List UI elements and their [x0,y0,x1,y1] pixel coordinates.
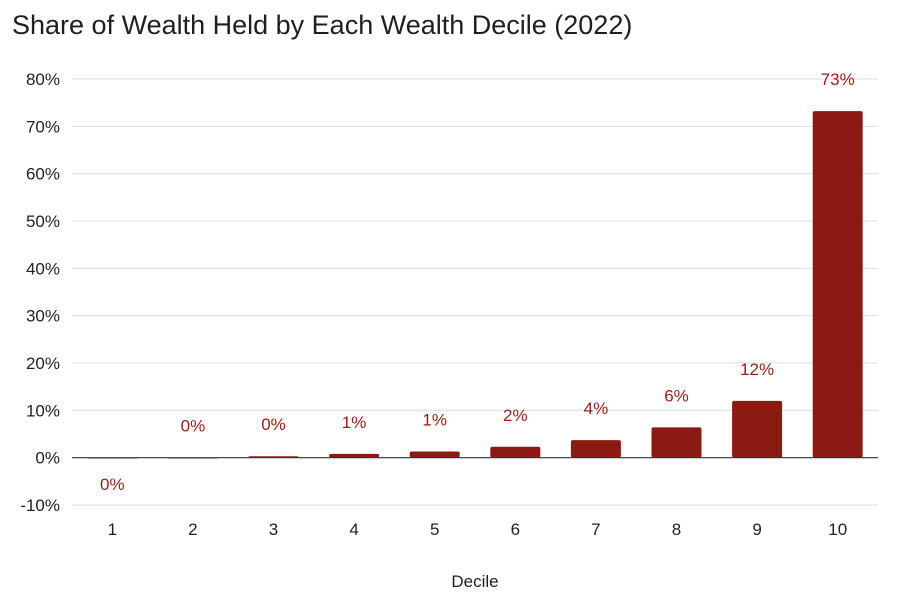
data-labels: 0% 0% 0% 1% 1% 2% 4% 6% 12% 73% [100,70,855,494]
y-tick-label: -10% [20,496,60,515]
chart-title: Share of Wealth Held by Each Wealth Deci… [12,10,633,40]
x-tick-label: 3 [269,520,278,539]
data-label: 0% [261,415,286,434]
y-tick-label: 0% [35,449,60,468]
data-label: 0% [100,475,125,494]
y-axis-ticks: 80% 70% 60% 50% 40% 30% 20% 10% 0% -10% [20,70,60,515]
x-tick-label: 5 [430,520,439,539]
bar [732,400,783,458]
bar [651,427,702,458]
bar [409,451,460,458]
data-label: 1% [422,411,447,430]
y-tick-label: 60% [26,165,60,184]
y-tick-label: 70% [26,117,60,136]
x-tick-label: 10 [828,520,847,539]
y-tick-label: 40% [26,259,60,278]
x-tick-label: 1 [108,520,117,539]
data-label: 0% [181,417,206,436]
bars [87,111,863,459]
data-label: 1% [342,413,367,432]
data-label: 6% [664,386,689,405]
y-tick-label: 80% [26,70,60,89]
bar [812,111,863,458]
bar [570,440,621,458]
data-label: 73% [821,70,855,89]
bar [490,446,541,458]
y-tick-label: 30% [26,307,60,326]
y-tick-label: 10% [26,401,60,420]
x-tick-label: 7 [591,520,600,539]
data-label: 4% [584,399,609,418]
x-tick-label: 4 [349,520,358,539]
y-tick-label: 50% [26,212,60,231]
x-tick-label: 2 [188,520,197,539]
y-tick-label: 20% [26,354,60,373]
x-tick-label: 9 [752,520,761,539]
bar [329,453,380,458]
x-axis-ticks: 1 2 3 4 5 6 7 8 9 10 [108,520,848,539]
data-label: 2% [503,406,528,425]
x-tick-label: 8 [672,520,681,539]
gridlines [72,78,878,506]
data-label: 12% [740,360,774,379]
x-tick-label: 6 [511,520,520,539]
x-axis-title: Decile [451,572,498,591]
